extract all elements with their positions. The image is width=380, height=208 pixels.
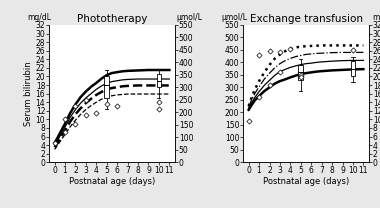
- Point: [266, 83, 272, 87]
- Point: [298, 73, 304, 77]
- Text: μmol/L: μmol/L: [176, 13, 202, 22]
- Point: [93, 111, 100, 115]
- Point: [298, 76, 304, 79]
- Y-axis label: Serum bilirubin: Serum bilirubin: [24, 61, 33, 126]
- Text: mg/dL: mg/dL: [372, 13, 380, 22]
- Point: [277, 71, 283, 74]
- Point: [256, 53, 262, 57]
- Point: [245, 119, 252, 123]
- Point: [287, 47, 293, 50]
- Text: mg/dL: mg/dL: [27, 13, 51, 22]
- Point: [350, 48, 356, 52]
- X-axis label: Postnatal age (days): Postnatal age (days): [69, 177, 155, 186]
- Bar: [298, 65, 303, 80]
- Point: [277, 51, 283, 54]
- Point: [266, 50, 272, 53]
- Point: [114, 105, 120, 108]
- Point: [104, 103, 110, 106]
- Bar: [157, 74, 161, 87]
- Point: [52, 141, 58, 145]
- Point: [62, 131, 68, 134]
- Title: Exchange transfusion: Exchange transfusion: [250, 14, 363, 24]
- Title: Phototherapy: Phototherapy: [77, 14, 147, 24]
- Point: [156, 107, 162, 110]
- Point: [83, 98, 89, 102]
- X-axis label: Postnatal age (days): Postnatal age (days): [263, 177, 349, 186]
- Point: [256, 96, 262, 99]
- Bar: [105, 77, 109, 98]
- Point: [62, 118, 68, 121]
- Bar: [351, 61, 355, 76]
- Point: [83, 113, 89, 117]
- Point: [156, 100, 162, 104]
- Point: [73, 105, 79, 108]
- Text: μmol/L: μmol/L: [221, 13, 247, 22]
- Point: [73, 122, 79, 125]
